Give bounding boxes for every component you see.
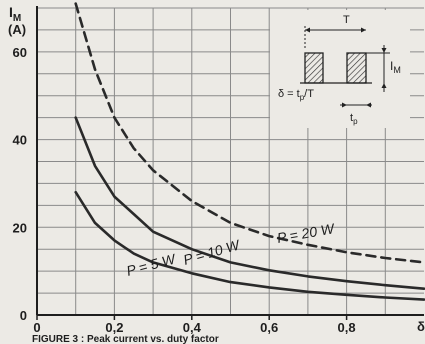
inset-amplitude-subscript: M (393, 65, 401, 75)
inset-pulsewidth-subscript: p (353, 117, 358, 126)
inset-period-label: T (343, 14, 350, 26)
x-tick-label: 0,2 (105, 320, 123, 335)
x-axis-title: δ (417, 319, 425, 334)
figure-caption: FIGURE 3 : Peak current vs. duty factor (32, 334, 219, 344)
x-tick-label: 0,6 (260, 320, 278, 335)
x-tick-label: 0,4 (183, 320, 202, 335)
inset-background (270, 10, 410, 128)
inset-pulse-1 (305, 53, 323, 83)
inset-pulse-2 (347, 53, 366, 83)
pulse-inset: T IM δ = tp/T tp (270, 10, 410, 128)
y-tick-label: 60 (13, 45, 27, 60)
y-tick-label: 40 (13, 133, 27, 148)
y-axis-unit: (A) (8, 22, 26, 37)
x-tick-label: 0,8 (338, 320, 356, 335)
inset-formula-suffix: /T (304, 88, 314, 100)
x-tick-label: 0 (33, 320, 40, 335)
inset-formula: δ = tp/T (278, 88, 314, 102)
y-tick-label: 20 (13, 220, 27, 235)
y-tick-label: 0 (20, 308, 27, 323)
inset-formula-prefix: δ = t (278, 88, 300, 100)
